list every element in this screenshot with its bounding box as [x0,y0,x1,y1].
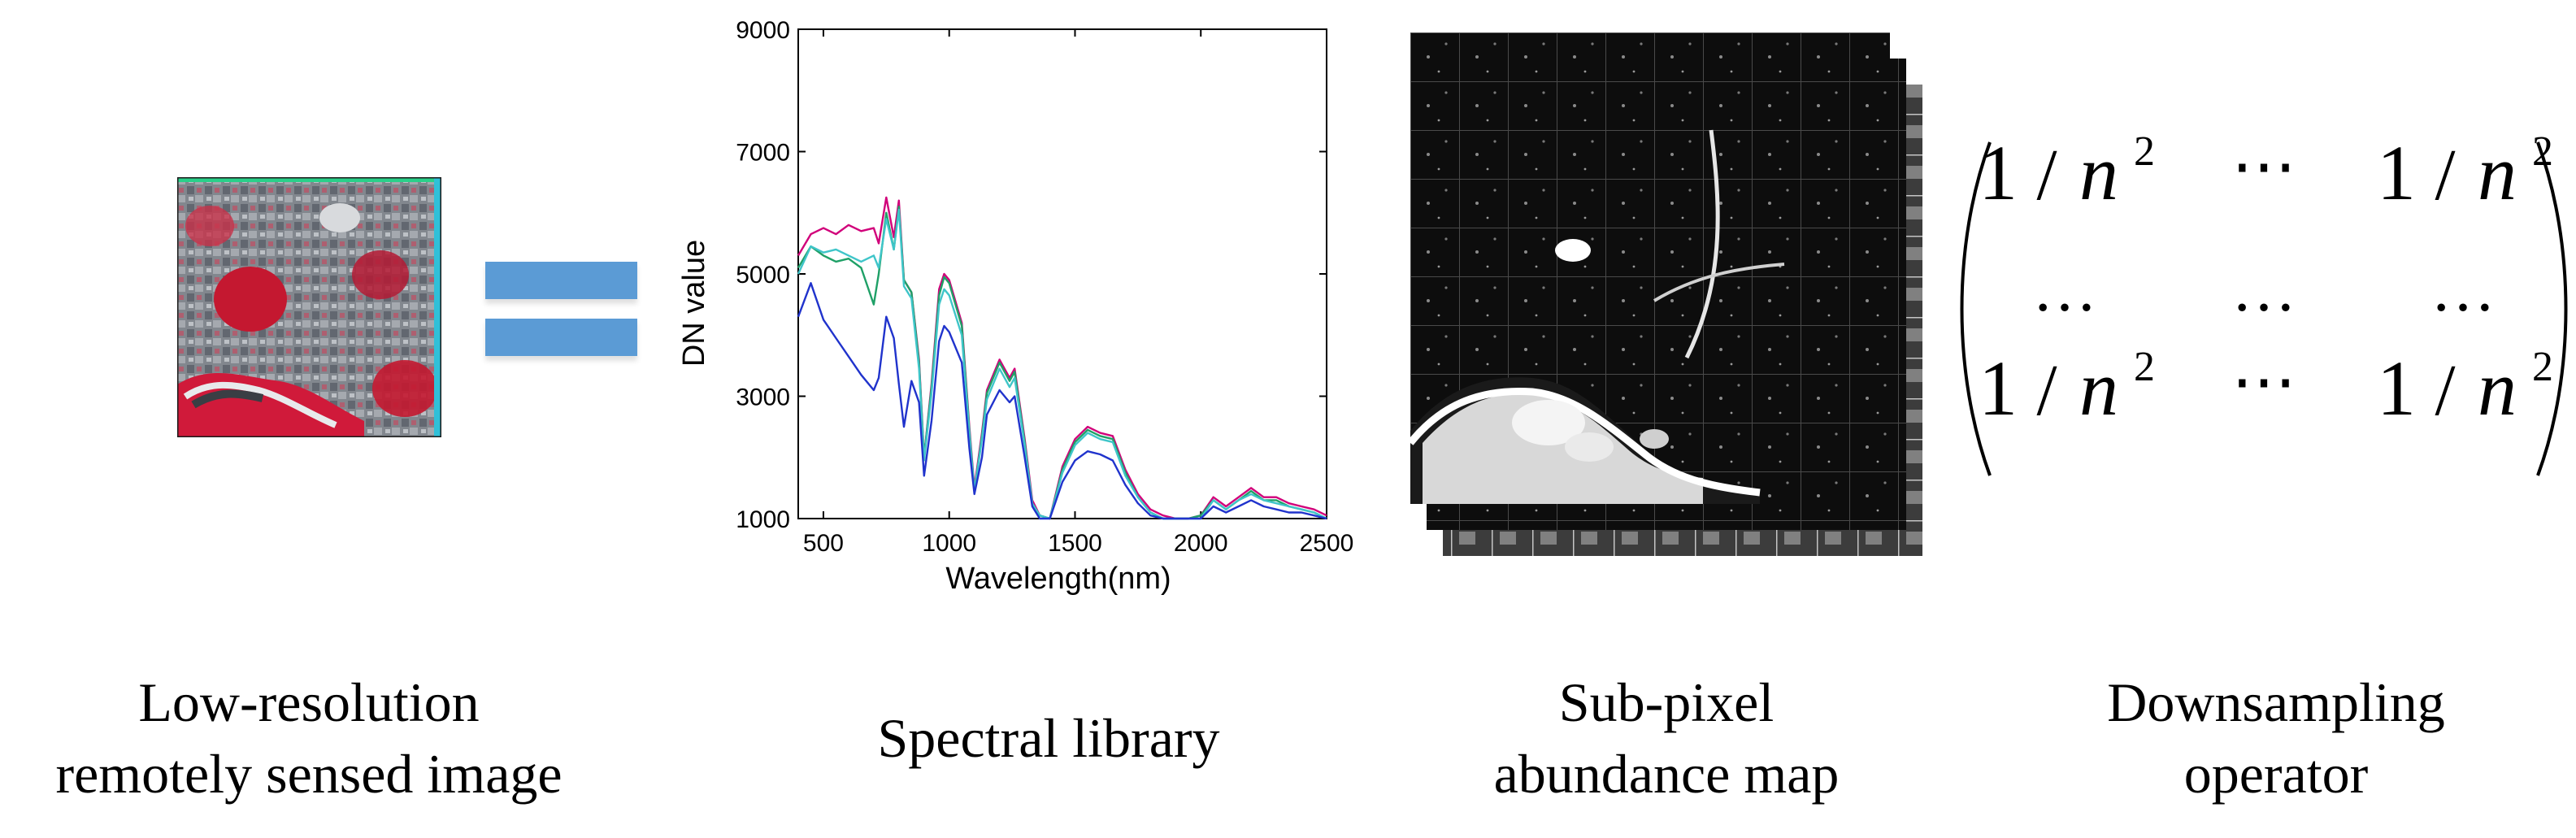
abundance-map-front-layer [1410,33,1890,504]
right-parenthesis [2536,141,2568,476]
matrix-exponent: 2 [2134,130,2155,175]
y-tick-label: 7000 [736,140,790,167]
matrix-cells: 1/n 2 ⋯ 1/n 21/n 2 ⋯ 1/n 2……… [1979,130,2553,432]
caption-line: remotely sensed image [55,743,563,805]
matrix-cdots: ⋯ [2231,346,2296,418]
caption-spectral-library: Spectral library [732,702,1366,774]
chart-axes: 500 1000 1500 2000 2500 1000 3000 5000 7000 9000 [736,17,1353,557]
chart-y-axis-label: DN value [677,240,711,367]
matrix-slash: / [2435,135,2455,215]
matrix-n: n [2079,345,2118,432]
y-tick-label: 9000 [736,17,790,44]
x-tick-label: 1500 [1048,530,1102,557]
x-tick-label: 1000 [922,530,976,557]
downsampling-matrix: 1/n 2 ⋯ 1/n 21/n 2 ⋯ 1/n 2……… [1960,130,2568,476]
matrix-exponent: 2 [2532,344,2553,390]
low-resolution-image [177,177,441,437]
chart-x-axis-label: Wavelength(nm) [945,562,1171,596]
matrix-slash: / [2036,350,2057,431]
x-tick-label: 500 [803,530,844,557]
caption-line: Spectral library [877,707,1220,769]
matrix-numerator: 1 [2377,345,2416,432]
caption-line: operator [2183,743,2369,805]
matrix-n: n [2079,130,2118,216]
matrix-exponent: 2 [2134,344,2155,390]
spectrum-line-3 [797,208,1327,520]
x-tick-label: 2000 [1174,530,1228,557]
matrix-numerator: 1 [2377,130,2416,216]
matrix-exponent: 2 [2532,130,2553,175]
matrix-slash: / [2036,135,2057,215]
matrix-ldots: … [2231,254,2296,325]
matrix-ldots: … [2430,254,2496,325]
caption-abundance-map: Sub-pixel abundance map [1382,666,1951,810]
spectrum-line-1 [797,196,1327,520]
matrix-ldots: … [2032,254,2097,325]
y-tick-label: 5000 [736,262,790,289]
chart-plot-frame [797,28,1327,519]
matrix-numerator: 1 [1979,130,2018,216]
matrix-n: n [2478,130,2517,216]
left-parenthesis [1960,141,1992,476]
caption-line: Sub-pixel [1558,671,1775,733]
matrix-slash: / [2435,350,2455,431]
spectral-library-chart: 500 1000 1500 2000 250010003000500070009000 … [677,17,1353,596]
caption-line: abundance map [1493,743,1840,805]
y-tick-label: 3000 [736,384,790,411]
matrix-cdots: ⋯ [2231,131,2296,202]
caption-line: Downsampling [2107,671,2445,733]
spectrum-line-4 [797,282,1327,520]
equals-sign-bottom-bar [485,319,637,356]
matrix-numerator: 1 [1979,345,2018,432]
x-tick-label: 2500 [1300,530,1354,557]
caption-line: Low-resolution [138,671,480,733]
chart-series-group [797,196,1327,520]
equals-sign-top-bar [485,262,637,299]
caption-low-resolution-image: Low-resolution remotely sensed image [0,666,618,810]
y-tick-label: 1000 [736,506,790,533]
abundance-map-stack [1410,33,1922,556]
matrix-n: n [2478,345,2517,432]
caption-downsampling-operator: Downsampling operator [1975,666,2576,810]
